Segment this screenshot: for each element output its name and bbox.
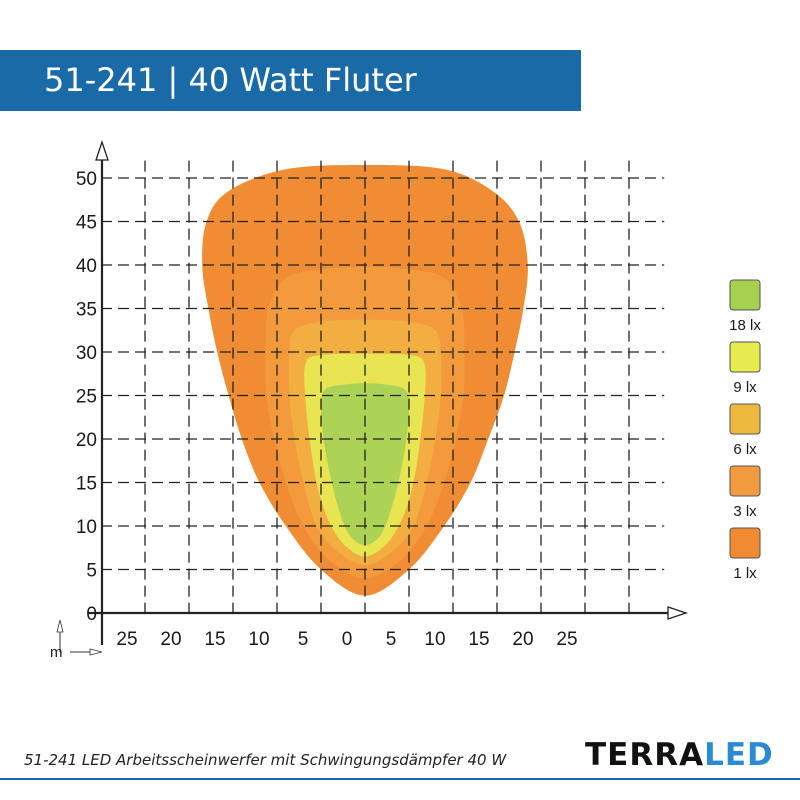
x-tick-label: 5 bbox=[386, 629, 397, 650]
legend-swatch bbox=[729, 527, 761, 559]
x-axis-arrow bbox=[667, 606, 689, 620]
unit-arrow-up-head bbox=[56, 619, 64, 633]
terraled-logo: TERRALED bbox=[585, 736, 774, 774]
legend: 18 lx 9 lx 6 lx 3 lx 1 lx bbox=[729, 279, 761, 582]
legend-label: 9 lx bbox=[733, 379, 757, 396]
y-tick-label: 10 bbox=[76, 517, 97, 538]
logo-text-led: LED bbox=[704, 737, 774, 773]
legend-swatch bbox=[729, 403, 761, 435]
y-tick-label: 50 bbox=[76, 169, 97, 190]
y-tick-label: 30 bbox=[76, 343, 97, 364]
y-tick-label: 15 bbox=[76, 474, 97, 495]
y-axis-arrow bbox=[95, 139, 109, 161]
y-tick-label: 45 bbox=[76, 213, 97, 234]
legend-swatch bbox=[729, 465, 761, 497]
legend-label: 3 lx bbox=[733, 503, 757, 520]
x-tick-label: 25 bbox=[116, 629, 137, 650]
x-tick-label: 20 bbox=[160, 629, 181, 650]
legend-swatch bbox=[729, 341, 761, 373]
x-tick-label: 25 bbox=[556, 629, 577, 650]
y-tick-label: 35 bbox=[76, 300, 97, 321]
x-tick-label: 15 bbox=[468, 629, 489, 650]
x-tick-label: 15 bbox=[204, 629, 225, 650]
legend-label: 6 lx bbox=[733, 441, 757, 458]
y-tick-label: 5 bbox=[86, 561, 97, 582]
y-tick-label: 25 bbox=[76, 387, 97, 408]
axis-unit-label: m bbox=[50, 644, 63, 661]
unit-arrow-right-head bbox=[89, 648, 103, 656]
chart-grid bbox=[101, 160, 665, 613]
title-banner: 51-241 | 40 Watt Fluter bbox=[0, 50, 581, 111]
y-tick-labels: 0 5 10 15 20 25 30 35 40 45 50 bbox=[76, 169, 97, 625]
legend-swatch bbox=[729, 279, 761, 311]
x-tick-label: 0 bbox=[342, 629, 353, 650]
legend-label: 1 lx bbox=[733, 565, 757, 582]
logo-text-terra: TERRA bbox=[585, 737, 705, 773]
bottom-rule bbox=[0, 778, 800, 780]
axis-unit-indicator: m bbox=[50, 619, 103, 661]
x-tick-label: 20 bbox=[512, 629, 533, 650]
x-tick-label: 10 bbox=[424, 629, 445, 650]
x-tick-label: 5 bbox=[298, 629, 309, 650]
page-title: 51-241 | 40 Watt Fluter bbox=[44, 61, 417, 99]
x-tick-label: 10 bbox=[248, 629, 269, 650]
legend-label: 18 lx bbox=[729, 317, 761, 334]
product-caption: 51-241 LED Arbeitsscheinwerfer mit Schwi… bbox=[24, 751, 507, 769]
chart-axes bbox=[88, 139, 689, 645]
y-tick-label: 40 bbox=[76, 256, 97, 277]
y-tick-label: 20 bbox=[76, 430, 97, 451]
x-tick-labels: 25 20 15 10 5 0 5 10 15 20 25 bbox=[116, 629, 577, 650]
isolux-area-18lx bbox=[320, 383, 410, 546]
y-tick-label: 0 bbox=[86, 604, 97, 625]
